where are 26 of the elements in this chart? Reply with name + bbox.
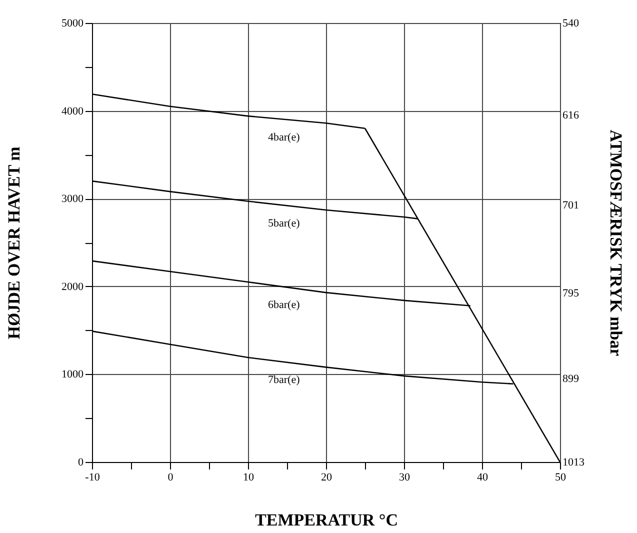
- x-tick-label: 50: [555, 472, 566, 484]
- x-tick-label: 30: [399, 472, 410, 484]
- y2-axis-title: ATMOSFÆRISK TRYK mbar: [606, 130, 626, 357]
- y-tick-label: 1000: [62, 368, 84, 381]
- y2-tick-label: 701: [562, 200, 579, 212]
- y-axis-title: HØJDE OVER HAVET m: [4, 146, 24, 340]
- x-tick-label: 40: [477, 472, 488, 484]
- y-tick-label: 2000: [62, 280, 84, 293]
- x-tick-label: 0: [168, 472, 174, 484]
- series-label: 7bar(e): [268, 374, 300, 386]
- y-tick-label: 0: [78, 456, 84, 468]
- y2-tick-label: 899: [562, 373, 580, 386]
- y-tick-label: 3000: [62, 193, 84, 206]
- series-label: 5bar(e): [268, 217, 300, 230]
- x-tick-label: -10: [85, 472, 100, 484]
- y-tick-label: 4000: [62, 105, 84, 118]
- y2-tick-label: 616: [562, 109, 580, 122]
- y-tick-label: 5000: [62, 18, 84, 30]
- x-tick-label: 10: [243, 472, 254, 484]
- y2-tick-label: 1013: [562, 456, 585, 468]
- x-tick-label: 20: [321, 472, 332, 484]
- series-label: 6bar(e): [268, 298, 300, 311]
- y2-tick-label: 795: [562, 287, 580, 300]
- series-label: 4bar(e): [268, 131, 300, 144]
- x-axis-title: TEMPERATUR °C: [255, 510, 398, 530]
- y2-tick-label: 540: [562, 18, 580, 30]
